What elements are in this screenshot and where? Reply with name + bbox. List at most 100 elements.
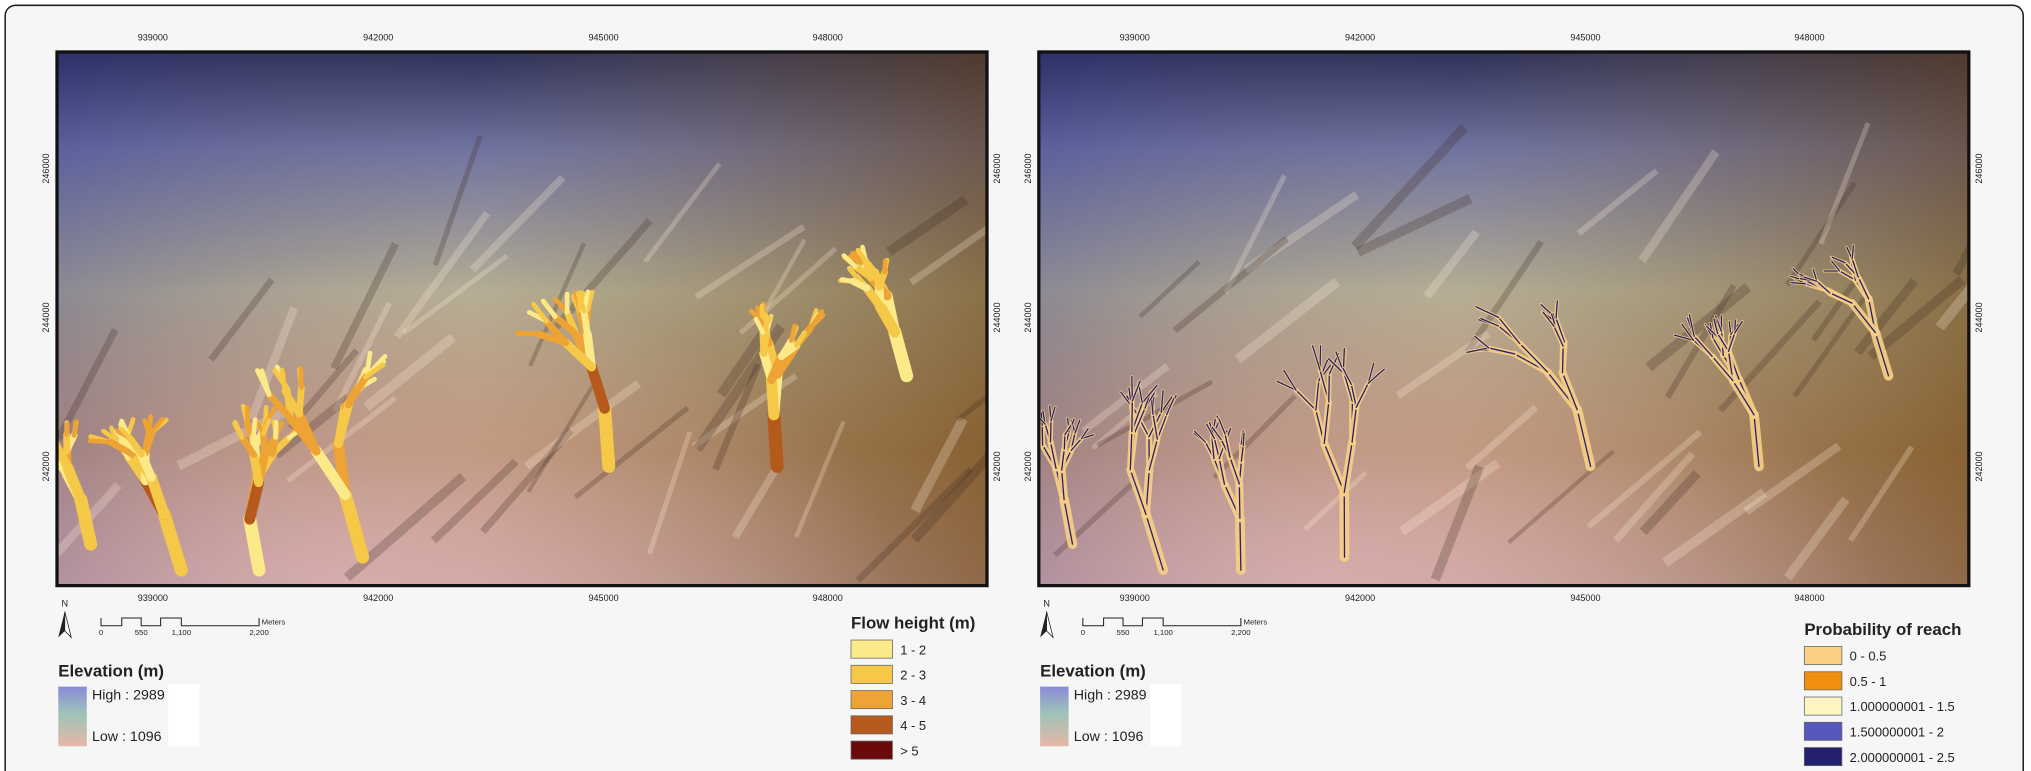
legend-label: 2.000000001 - 2.5 xyxy=(1850,750,1955,765)
x-coordinate: 942000 xyxy=(1345,32,1375,42)
reach-channel xyxy=(1576,409,1592,468)
reach-channel xyxy=(1473,335,1490,349)
ridge xyxy=(363,333,456,411)
flow-path xyxy=(137,449,156,482)
reach-channel xyxy=(1152,413,1159,440)
reach-channel xyxy=(1488,347,1516,355)
reach-channel xyxy=(1160,389,1164,414)
map-frame xyxy=(1037,50,1971,588)
flow-path xyxy=(142,418,152,436)
reach-channel xyxy=(1229,456,1240,485)
flow-path xyxy=(794,331,807,348)
flow-path xyxy=(71,419,80,438)
y-coordinate: 244000 xyxy=(1023,302,1033,332)
flow-path xyxy=(363,362,386,380)
scale-label: 550 xyxy=(1117,628,1131,637)
flow-path xyxy=(882,258,888,275)
reach-channel xyxy=(1713,318,1719,335)
flow-path xyxy=(765,374,780,421)
reach-channel xyxy=(1693,335,1713,357)
reach-channel xyxy=(1165,398,1175,416)
flow-path xyxy=(279,367,288,394)
flow-path xyxy=(575,291,587,314)
legend-title: Probability of reach xyxy=(1804,620,1961,639)
x-coordinate: 939000 xyxy=(1120,32,1150,42)
flow-path xyxy=(298,366,304,390)
flow-path xyxy=(561,338,596,372)
flow-path xyxy=(875,268,888,291)
reach-channel xyxy=(1070,438,1083,452)
reach-channel xyxy=(1857,276,1870,300)
ridge xyxy=(1638,149,1720,263)
label-mask xyxy=(1150,684,1182,747)
ridge xyxy=(1464,404,1539,471)
reach-channel xyxy=(1851,258,1859,278)
reach-channel xyxy=(1129,469,1147,516)
reach-channel xyxy=(1295,389,1317,411)
ridge xyxy=(1303,470,1368,532)
reach-channel xyxy=(1355,382,1369,408)
x-coordinate: 942000 xyxy=(363,593,393,603)
terrain-low xyxy=(56,51,988,586)
reach-channel xyxy=(1727,332,1736,352)
flow-path xyxy=(586,361,611,414)
ridge xyxy=(573,405,690,500)
ridge xyxy=(1662,488,1768,567)
flow-path xyxy=(74,493,98,551)
ridge xyxy=(332,301,393,413)
flow-path xyxy=(310,445,351,501)
reach-channel xyxy=(1343,441,1353,494)
ridge xyxy=(712,363,762,471)
north-arrow xyxy=(1040,611,1047,638)
legend-swatch xyxy=(850,740,893,760)
x-coordinate: 948000 xyxy=(813,593,843,603)
reach-channel xyxy=(1129,431,1133,471)
reach-channel xyxy=(1315,380,1320,411)
flow-path xyxy=(281,387,303,418)
reach-channel xyxy=(1816,280,1831,294)
scale-label: 550 xyxy=(135,628,149,637)
reach-channel xyxy=(1851,302,1876,334)
x-coordinate: 945000 xyxy=(1570,593,1600,603)
x-coordinate: 939000 xyxy=(138,32,168,42)
reach-channel xyxy=(1074,419,1081,434)
ridge xyxy=(1867,275,1966,361)
flow-path xyxy=(244,477,265,525)
reach-channel xyxy=(1211,426,1222,441)
elevation-ramp xyxy=(58,686,87,747)
reach-channel xyxy=(1475,306,1500,319)
ridge xyxy=(1223,174,1287,295)
ridge xyxy=(1464,239,1544,354)
x-coordinate: 939000 xyxy=(138,593,168,603)
scale-bar xyxy=(100,617,260,627)
ridge xyxy=(330,242,399,371)
flow-path xyxy=(107,438,136,458)
reach-channel xyxy=(1193,430,1207,443)
flow-path xyxy=(855,247,869,264)
legend-label: 3 - 4 xyxy=(900,693,926,708)
y-coordinate: 246000 xyxy=(1974,153,1984,183)
reach-channel xyxy=(1519,342,1549,373)
reach-channel xyxy=(1061,448,1065,471)
reach-channel xyxy=(1145,513,1164,571)
flow-path xyxy=(777,342,800,361)
ridge xyxy=(1645,283,1752,372)
ridge xyxy=(1212,394,1297,480)
ridge xyxy=(393,210,491,339)
reach-channel xyxy=(1734,320,1743,334)
map-frame xyxy=(55,50,989,588)
legend-label: 1 - 2 xyxy=(900,642,926,657)
legend-label: 0.5 - 1 xyxy=(1850,674,1887,689)
ridge xyxy=(1430,464,1484,582)
y-coordinate: 244000 xyxy=(992,302,1002,332)
ridge xyxy=(430,458,519,544)
ridge xyxy=(855,466,974,583)
reach-channel xyxy=(1555,317,1566,343)
flow-path xyxy=(759,329,768,357)
reach-channel xyxy=(1367,362,1375,384)
ridge xyxy=(1792,296,1867,398)
reach-channel xyxy=(1328,373,1331,403)
flow-path xyxy=(839,277,856,284)
ridge xyxy=(1399,459,1501,536)
